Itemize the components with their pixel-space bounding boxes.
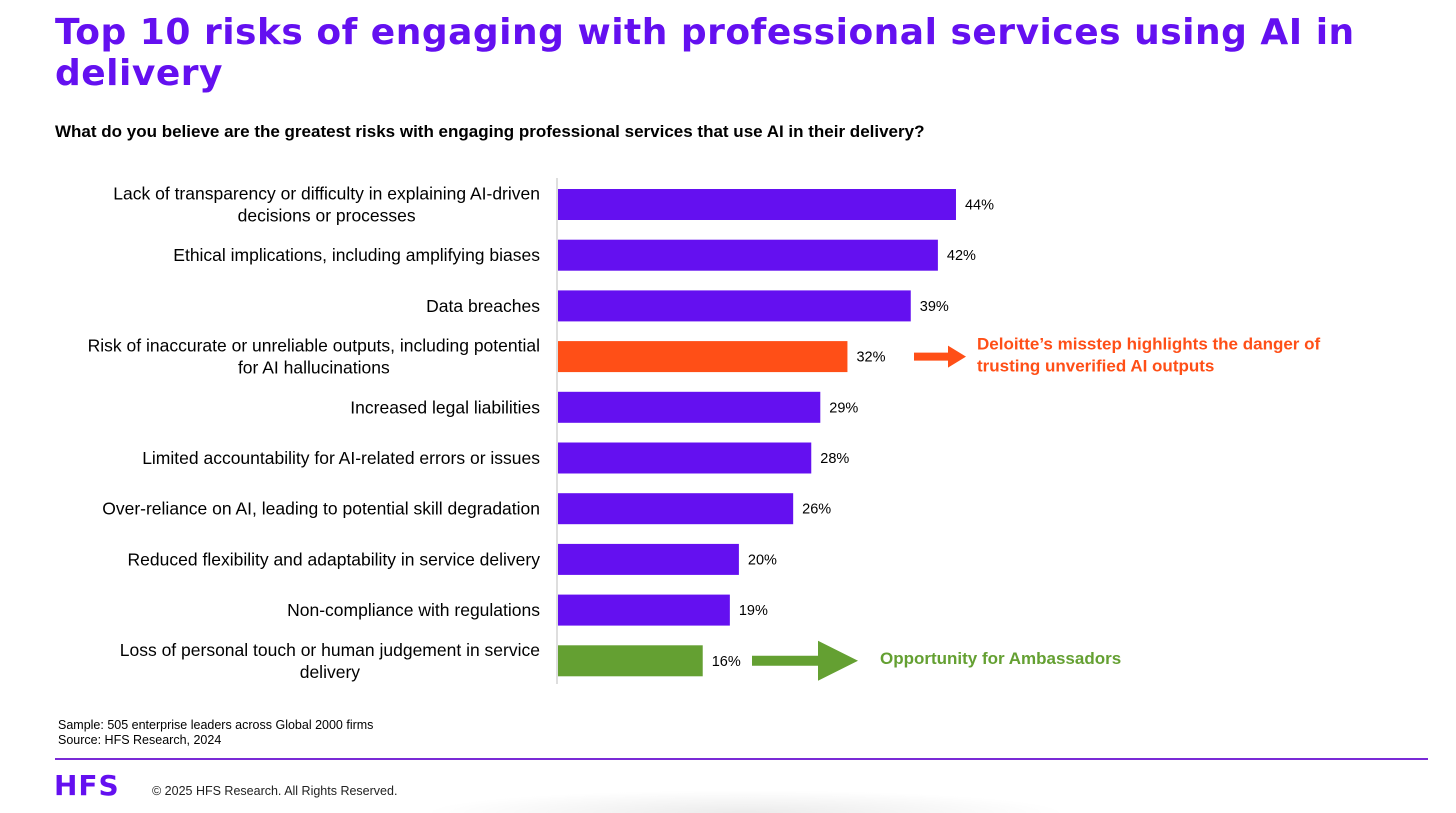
bar-4 [558, 341, 848, 373]
value-label-4: 32% [856, 350, 885, 366]
value-label-5: 29% [829, 400, 858, 416]
bar-10 [558, 645, 703, 677]
category-label-2: Ethical implications, including amplifyi… [173, 245, 540, 265]
value-label-10: 16% [712, 654, 741, 670]
bar-3 [558, 290, 911, 322]
survey-question: What do you believe are the greatest ris… [55, 122, 925, 141]
category-label-7: Over-reliance on AI, leading to potentia… [102, 499, 540, 519]
value-label-3: 39% [920, 299, 949, 315]
bar-5 [558, 391, 821, 423]
risk-bar-chart: 44% Lack of transparency or difficulty in… [88, 178, 1321, 684]
bar-2 [558, 239, 938, 271]
footnote: Sample: 505 enterprise leaders across Gl… [58, 718, 373, 748]
value-label-2: 42% [947, 248, 976, 264]
category-label-1: Lack of transparency or difficulty in ex… [113, 184, 540, 226]
value-label-6: 28% [820, 451, 849, 467]
category-label-10: Loss of personal touch or human judgemen… [120, 640, 540, 682]
footer-divider [55, 758, 1428, 760]
hfs-logo: HFS [54, 769, 120, 802]
value-label-8: 20% [748, 552, 777, 568]
copyright-text: © 2025 HFS Research. All Rights Reserved… [152, 784, 398, 798]
bar-7 [558, 493, 794, 525]
page-title: Top 10 risks of engaging with profession… [55, 12, 1355, 94]
annotation-arrow-1 [914, 345, 966, 368]
page-shadow [420, 790, 1070, 813]
value-label-1: 44% [965, 198, 994, 214]
bar-1 [558, 189, 956, 220]
category-label-5: Increased legal liabilities [350, 397, 540, 417]
category-label-3: Data breaches [426, 296, 540, 316]
source-note: Source: HFS Research, 2024 [58, 733, 222, 747]
bar-8 [558, 543, 739, 575]
annotation-text-1: Deloitte’s misstep highlights the danger… [977, 335, 1321, 376]
category-label-4: Risk of inaccurate or unreliable outputs… [88, 336, 540, 378]
sample-note: Sample: 505 enterprise leaders across Gl… [58, 718, 374, 732]
value-label-7: 26% [802, 502, 831, 518]
category-label-8: Reduced flexibility and adaptability in … [128, 549, 541, 569]
bar-6 [558, 442, 812, 474]
annotation-arrow-2 [752, 640, 858, 681]
annotation-text-2: Opportunity for Ambassadors [880, 649, 1121, 668]
category-label-6: Limited accountability for AI-related er… [142, 448, 540, 468]
bar-9 [558, 594, 730, 626]
value-label-9: 19% [739, 603, 768, 619]
category-label-9: Non-compliance with regulations [287, 600, 540, 620]
